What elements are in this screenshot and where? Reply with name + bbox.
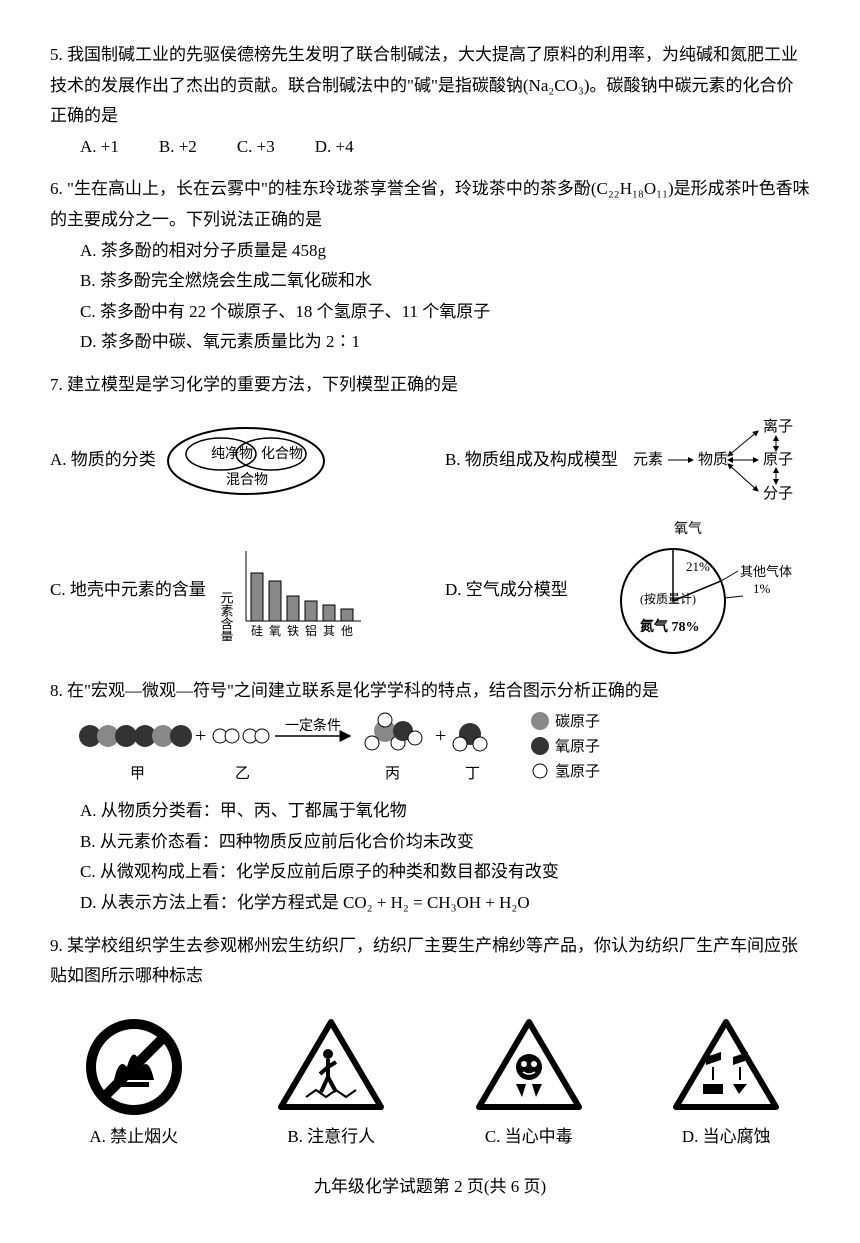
svg-text:丁: 丁: [465, 766, 480, 782]
pie-chart: 氧气 21% 其他气体 1% (按质量计) 氮气 78%: [578, 521, 798, 661]
arrow-diagram: 元素 物质 离子 原子 分子: [628, 416, 808, 506]
svg-text:铁: 铁: [287, 624, 299, 638]
svg-text:(按质量计): (按质量计): [640, 592, 696, 606]
q6-c: C. 茶多酚中有 22 个碳原子、18 个氢原子、11 个氧原子: [50, 297, 810, 328]
svg-text:氮气 78%: 氮气 78%: [639, 618, 700, 635]
reaction-diagram: + 一定条件 + 碳原子 氧原子 氢原子 甲 乙 丙 丁: [50, 706, 670, 796]
svg-text:氢原子: 氢原子: [555, 763, 600, 780]
pedestrian-icon: [276, 1012, 386, 1122]
q9: 9. 某学校组织学生去参观郴州宏生纺织厂，纺织厂主要生产棉纱等产品，你认为纺织厂…: [50, 931, 810, 1153]
q7: 7. 建立模型是学习化学的重要方法，下列模型正确的是 A. 物质的分类 纯净物 …: [50, 370, 810, 661]
svg-text:1%: 1%: [753, 581, 771, 596]
q8-text: 8. 在"宏观—微观—符号"之间建立联系是化学学科的特点，结合图示分析正确的是: [50, 676, 810, 707]
svg-text:甲: 甲: [130, 766, 145, 782]
q7-c: C. 地壳中元素的含量: [50, 575, 206, 606]
q6-a: A. 茶多酚的相对分子质量是 458g: [50, 236, 810, 267]
svg-text:氧: 氧: [269, 624, 281, 638]
q9-a: A. 禁止烟火: [79, 1122, 189, 1153]
toxic-icon: [474, 1012, 584, 1122]
q5-c: C. +3: [237, 132, 275, 163]
svg-text:+: +: [435, 725, 446, 747]
q5-b: B. +2: [159, 132, 197, 163]
svg-text:元素含量: 元素含量: [218, 591, 233, 641]
q5-d: D. +4: [315, 132, 354, 163]
svg-text:纯净物: 纯净物: [211, 446, 253, 462]
q6-d: D. 茶多酚中碳、氧元素质量比为 2∶1: [50, 327, 810, 358]
no-fire-icon: [79, 1012, 189, 1122]
svg-text:他: 他: [341, 624, 353, 638]
bar-chart: 元素含量硅氧铁铝其他: [216, 541, 366, 641]
q5-text: 5. 我国制碱工业的先驱侯德榜先生发明了联合制碱法，大大提高了原料的利用率，为纯…: [50, 40, 810, 132]
q7-a: A. 物质的分类: [50, 445, 156, 476]
q8-c: C. 从微观构成上看：化学反应前后原子的种类和数目都没有改变: [50, 857, 810, 888]
svg-text:离子: 离子: [763, 418, 793, 435]
svg-text:其: 其: [323, 624, 335, 638]
q8-b: B. 从元素价态看：四种物质反应前后化合价均未改变: [50, 827, 810, 858]
svg-text:其他气体: 其他气体: [740, 564, 792, 579]
svg-text:元素: 元素: [633, 451, 663, 468]
q5: 5. 我国制碱工业的先驱侯德榜先生发明了联合制碱法，大大提高了原料的利用率，为纯…: [50, 40, 810, 162]
q9-b: B. 注意行人: [276, 1122, 386, 1153]
svg-text:氧气: 氧气: [674, 521, 702, 537]
svg-text:混合物: 混合物: [226, 472, 268, 488]
svg-text:硅: 硅: [251, 624, 263, 638]
svg-text:原子: 原子: [763, 451, 793, 468]
q5-a: A. +1: [80, 132, 119, 163]
svg-text:氧原子: 氧原子: [555, 738, 600, 755]
q9-c: C. 当心中毒: [474, 1122, 584, 1153]
q8-d: D. 从表示方法上看：化学方程式是 CO₂ + H₂ = CH₃OH + H₂O: [50, 888, 810, 919]
svg-text:碳原子: 碳原子: [555, 713, 600, 730]
q7-b: B. 物质组成及构成模型: [445, 445, 618, 476]
q8: 8. 在"宏观—微观—符号"之间建立联系是化学学科的特点，结合图示分析正确的是 …: [50, 676, 810, 919]
corrosive-icon: [671, 1012, 781, 1122]
svg-text:铝: 铝: [305, 623, 317, 638]
svg-text:分子: 分子: [763, 485, 793, 502]
svg-text:物质: 物质: [698, 451, 728, 468]
svg-text:丙: 丙: [385, 766, 400, 782]
q6-b: B. 茶多酚完全燃烧会生成二氧化碳和水: [50, 266, 810, 297]
svg-text:一定条件: 一定条件: [285, 717, 341, 734]
q6-text: 6. "生在高山上，长在云雾中"的桂东玲珑茶享誉全省，玲珑茶中的茶多酚(C₂₂H…: [50, 174, 810, 235]
q9-text: 9. 某学校组织学生去参观郴州宏生纺织厂，纺织厂主要生产棉纱等产品，你认为纺织厂…: [50, 931, 810, 992]
q8-a: A. 从物质分类看：甲、丙、丁都属于氧化物: [50, 796, 810, 827]
svg-text:化合物: 化合物: [261, 446, 303, 462]
q9-d: D. 当心腐蚀: [671, 1122, 781, 1153]
q6: 6. "生在高山上，长在云雾中"的桂东玲珑茶享誉全省，玲珑茶中的茶多酚(C₂₂H…: [50, 174, 810, 358]
q7-d: D. 空气成分模型: [445, 575, 568, 606]
page-footer: 九年级化学试题第 2 页(共 6 页): [50, 1172, 810, 1203]
svg-text:乙: 乙: [235, 766, 250, 782]
svg-text:+: +: [195, 725, 206, 747]
svg-text:21%: 21%: [686, 559, 710, 574]
q7-text: 7. 建立模型是学习化学的重要方法，下列模型正确的是: [50, 370, 810, 401]
venn-diagram: 纯净物 化合物 混合物: [166, 426, 326, 496]
